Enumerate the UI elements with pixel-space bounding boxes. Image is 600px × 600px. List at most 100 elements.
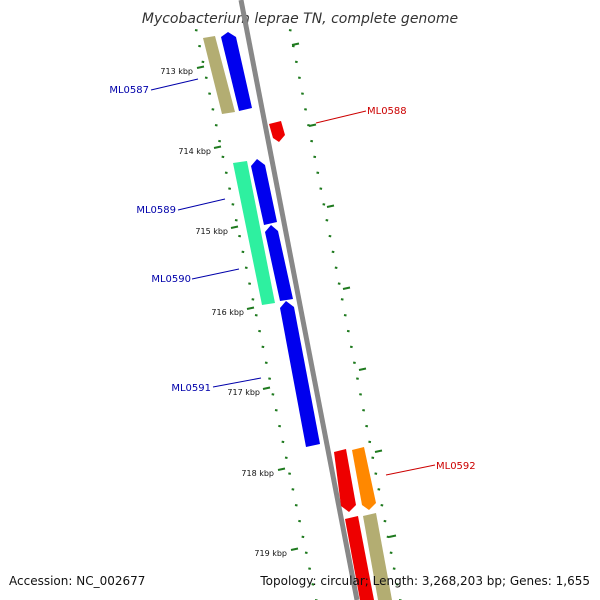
inner-track-dot xyxy=(204,76,208,79)
map-title: Mycobacterium leprae TN, complete genome xyxy=(142,11,458,27)
leader-ml0590 xyxy=(191,268,240,280)
gene-features xyxy=(203,32,392,600)
ruler-tick xyxy=(230,225,239,229)
leader-ml0592 xyxy=(385,464,436,476)
outer-track-dot xyxy=(383,519,387,523)
ruler-labels: 713 kbp 714 kbp 715 kbp 716 kbp 717 kbp … xyxy=(160,67,287,558)
outer-track-dot xyxy=(349,345,353,349)
outer-track-dot xyxy=(395,583,399,586)
gene-leader-lines xyxy=(150,78,436,476)
outer-track-dot xyxy=(365,424,369,428)
outer-track-dot xyxy=(337,282,341,285)
ruler-label-719: 719 kbp xyxy=(254,549,287,558)
leader-ml0588 xyxy=(315,110,367,124)
outer-track-dot xyxy=(322,203,326,206)
inner-track-dot xyxy=(264,361,268,364)
outer-track-dot xyxy=(352,361,356,364)
gene-block-khaki-lower[interactable] xyxy=(363,513,392,600)
inner-track-dot xyxy=(281,440,285,444)
outer-track-dot xyxy=(313,155,317,159)
inner-track-dot xyxy=(261,345,265,349)
ruler-tick xyxy=(342,286,351,290)
ruler-label-715: 715 kbp xyxy=(195,227,228,236)
inner-track-dot xyxy=(308,567,312,570)
ruler-tick xyxy=(277,467,286,471)
outer-track-dot xyxy=(319,187,323,190)
gene-block-red-reverse[interactable] xyxy=(334,449,356,512)
inner-track-dot xyxy=(254,314,258,317)
outer-track-dot xyxy=(377,488,381,491)
gene-block-red-lower[interactable] xyxy=(345,516,374,600)
topology-info-text: Topology: circular; Length: 3,268,203 bp… xyxy=(260,574,590,588)
ruler-label-716: 716 kbp xyxy=(211,308,244,317)
outer-track-dot xyxy=(325,219,329,222)
outer-track-dot xyxy=(359,393,362,396)
accession-text: Accession: NC_002677 xyxy=(9,574,146,588)
gene-block-ml0588[interactable] xyxy=(269,121,285,142)
gene-block-ml0591[interactable] xyxy=(280,301,320,447)
outer-track-dot xyxy=(288,29,292,32)
ruler-tick xyxy=(290,547,299,551)
inner-track-dot xyxy=(271,393,275,396)
outer-track-dot xyxy=(340,298,344,301)
ruler-tick xyxy=(388,534,397,538)
gene-block-ml0592[interactable] xyxy=(352,447,376,510)
inner-track-dot xyxy=(291,488,295,491)
gene-label-ml0587[interactable]: ML0587 xyxy=(109,85,149,96)
outer-track-dot xyxy=(334,266,338,269)
inner-track-dot xyxy=(284,456,288,459)
leader-ml0589 xyxy=(177,198,226,211)
gene-label-ml0591[interactable]: ML0591 xyxy=(171,383,211,394)
gene-block-ml0589[interactable] xyxy=(251,159,277,225)
ruler-tick xyxy=(262,386,271,390)
inner-track-dot xyxy=(211,108,215,111)
inner-track-dot xyxy=(194,29,198,32)
outer-track-dot xyxy=(304,108,307,111)
gene-labels: ML0587 ML0588 ML0589 ML0590 ML0591 ML059… xyxy=(109,85,475,472)
gene-block-ml0587[interactable] xyxy=(221,32,252,111)
outer-track-dot xyxy=(328,234,332,238)
ruler-tick xyxy=(213,145,222,149)
inner-track-dot xyxy=(298,519,302,523)
gene-label-ml0589[interactable]: ML0589 xyxy=(136,205,176,216)
outer-track-dot xyxy=(346,329,350,333)
outer-track-dot xyxy=(389,551,393,554)
inner-track-dot xyxy=(244,266,248,269)
outer-track-dot xyxy=(362,409,366,412)
outer-track-dot xyxy=(371,456,375,459)
inner-track-dot xyxy=(224,171,228,174)
ruler-tick xyxy=(291,42,300,46)
inner-track-dot xyxy=(274,409,278,412)
ruler-tick xyxy=(326,204,335,208)
ruler-label-718: 718 kbp xyxy=(241,469,274,478)
gene-label-ml0588[interactable]: ML0588 xyxy=(367,106,407,117)
gene-label-ml0590[interactable]: ML0590 xyxy=(151,274,191,285)
gene-block-blue-mid[interactable] xyxy=(265,225,293,301)
leader-ml0591 xyxy=(212,377,262,388)
outer-track-dot xyxy=(343,314,347,317)
ruler-label-717: 717 kbp xyxy=(227,388,260,397)
outer-track-dot xyxy=(368,440,372,444)
leader-ml0587 xyxy=(150,78,199,91)
outer-track-dot xyxy=(356,377,359,380)
gene-label-ml0592[interactable]: ML0592 xyxy=(436,461,476,472)
outer-track-dot xyxy=(316,171,320,174)
inner-track-dot xyxy=(198,44,202,48)
ruler-tick xyxy=(374,449,383,453)
outer-track-dot xyxy=(380,504,384,507)
outer-track-dot xyxy=(374,472,378,475)
ruler-tick xyxy=(196,65,205,69)
inner-track-dot xyxy=(294,504,298,507)
inner-track-dot xyxy=(258,329,262,333)
inner-track-dot xyxy=(218,139,222,143)
outer-track-dot xyxy=(294,60,298,64)
inner-track-dot xyxy=(238,234,242,238)
gene-block-khaki-top[interactable] xyxy=(203,36,235,114)
inner-track-dot xyxy=(231,203,235,206)
outer-track-dot xyxy=(310,139,314,143)
inner-track-dot xyxy=(311,583,315,586)
gene-block-ml0590[interactable] xyxy=(233,161,275,305)
inner-track-dot xyxy=(268,377,272,380)
inner-track-dot xyxy=(221,155,225,159)
